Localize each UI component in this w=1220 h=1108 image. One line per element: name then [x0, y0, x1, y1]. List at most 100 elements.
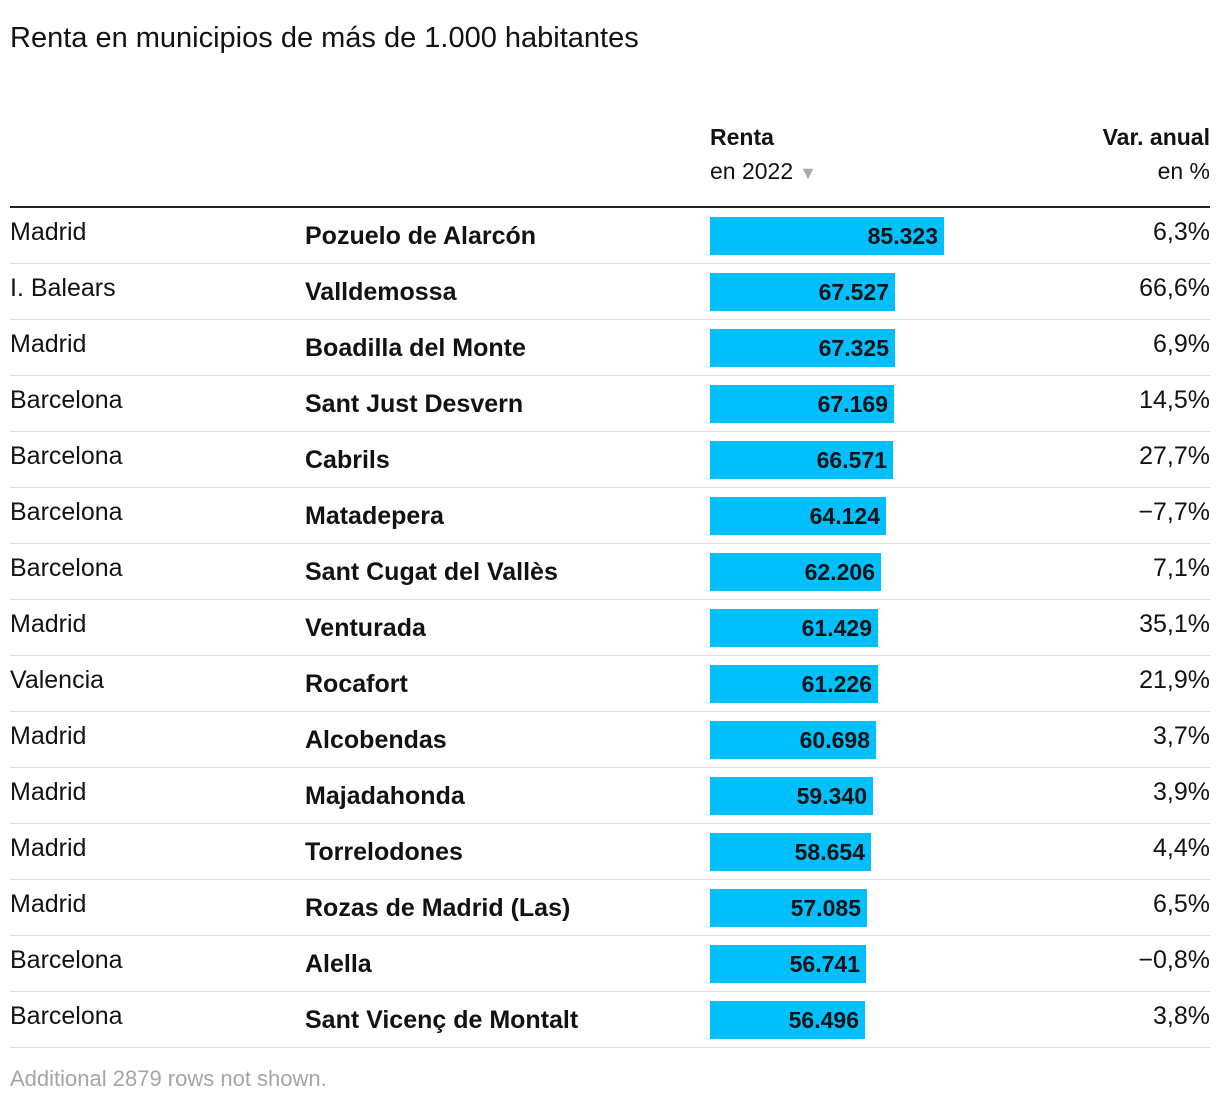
- var-anual-cell: 7,1%: [1153, 554, 1210, 582]
- renta-value-label: 60.698: [799, 727, 870, 753]
- var-anual-cell: 35,1%: [1139, 610, 1210, 638]
- provincia-cell: Madrid: [10, 778, 87, 806]
- table-row: Barcelona Sant Cugat del Vallès 62.206 7,1%: [10, 544, 1210, 600]
- provincia-cell: Barcelona: [10, 1002, 123, 1030]
- renta-value-label: 64.124: [809, 503, 880, 529]
- municipio-cell: Matadepera: [305, 502, 444, 530]
- provincia-cell: Madrid: [10, 610, 87, 638]
- municipio-cell: Valldemossa: [305, 278, 457, 306]
- renta-bar: 59.340: [710, 777, 873, 815]
- renta-bar: 56.741: [710, 945, 866, 983]
- table-row: Barcelona Alella 56.741 −0,8%: [10, 936, 1210, 992]
- renta-bar: 67.169: [710, 385, 894, 423]
- column-header-renta[interactable]: Renta en 2022 ▼: [710, 120, 817, 190]
- column-header-var[interactable]: Var. anual en %: [1103, 120, 1210, 188]
- renta-value-label: 85.323: [867, 223, 938, 249]
- renta-value-label: 66.571: [816, 447, 887, 473]
- renta-bar: 56.496: [710, 1001, 865, 1039]
- renta-bar: 67.325: [710, 329, 895, 367]
- renta-value-label: 67.325: [818, 335, 889, 361]
- renta-value-label: 61.226: [801, 671, 872, 697]
- column-header-var-label: Var. anual: [1102, 124, 1210, 150]
- renta-bar: 57.085: [710, 889, 867, 927]
- municipio-cell: Venturada: [305, 614, 426, 642]
- renta-value-label: 56.496: [788, 1007, 859, 1033]
- provincia-cell: Barcelona: [10, 498, 123, 526]
- municipio-cell: Sant Vicenç de Montalt: [305, 1006, 579, 1034]
- table-row: Barcelona Cabrils 66.571 27,7%: [10, 432, 1210, 488]
- var-anual-cell: 3,8%: [1153, 1002, 1210, 1030]
- var-anual-cell: 3,7%: [1153, 722, 1210, 750]
- renta-bar: 85.323: [710, 217, 944, 255]
- renta-value-label: 57.085: [790, 895, 861, 921]
- renta-bar: 66.571: [710, 441, 893, 479]
- provincia-cell: Madrid: [10, 330, 87, 358]
- municipio-cell: Alcobendas: [305, 726, 447, 754]
- provincia-cell: I. Balears: [10, 274, 116, 302]
- chart-title: Renta en municipios de más de 1.000 habi…: [10, 22, 639, 54]
- provincia-cell: Barcelona: [10, 442, 123, 470]
- column-header-var-sublabel: en %: [1157, 158, 1210, 184]
- table-row: Madrid Majadahonda 59.340 3,9%: [10, 768, 1210, 824]
- provincia-cell: Barcelona: [10, 386, 123, 414]
- renta-value-label: 67.527: [818, 279, 889, 305]
- renta-value-label: 67.169: [817, 391, 888, 417]
- renta-bar: 62.206: [710, 553, 881, 591]
- renta-value-label: 59.340: [796, 783, 867, 809]
- var-anual-cell: 6,9%: [1153, 330, 1210, 358]
- provincia-cell: Valencia: [10, 666, 105, 694]
- municipio-cell: Torrelodones: [305, 838, 463, 866]
- table-row: I. Balears Valldemossa 67.527 66,6%: [10, 264, 1210, 320]
- table-row: Barcelona Sant Vicenç de Montalt 56.496 3,8…: [10, 992, 1210, 1048]
- table-row: Valencia Rocafort 61.226 21,9%: [10, 656, 1210, 712]
- provincia-cell: Madrid: [10, 218, 87, 246]
- renta-value-label: 61.429: [801, 615, 872, 641]
- var-anual-cell: −0,8%: [1138, 946, 1210, 974]
- table-row: Madrid Venturada 61.429 35,1%: [10, 600, 1210, 656]
- renta-value-label: 56.741: [789, 951, 860, 977]
- renta-bar: 61.226: [710, 665, 878, 703]
- var-anual-cell: 6,3%: [1153, 218, 1210, 246]
- municipio-cell: Boadilla del Monte: [305, 334, 526, 362]
- var-anual-cell: 21,9%: [1139, 666, 1210, 694]
- renta-bar: 61.429: [710, 609, 878, 647]
- var-anual-cell: 14,5%: [1139, 386, 1210, 414]
- table-body: Madrid Pozuelo de Alarcón 85.323 6,3% I. Bal…: [10, 208, 1210, 1048]
- municipio-cell: Rocafort: [305, 670, 408, 698]
- table-row: Madrid Rozas de Madrid (Las) 57.085 6,5%: [10, 880, 1210, 936]
- var-anual-cell: −7,7%: [1138, 498, 1210, 526]
- table-row: Barcelona Matadepera 64.124 −7,7%: [10, 488, 1210, 544]
- renta-bar: 64.124: [710, 497, 886, 535]
- municipio-cell: Pozuelo de Alarcón: [305, 222, 537, 250]
- column-header-renta-label: Renta: [710, 124, 774, 150]
- var-anual-cell: 6,5%: [1153, 890, 1210, 918]
- renta-value-label: 58.654: [794, 839, 865, 865]
- provincia-cell: Madrid: [10, 890, 87, 918]
- var-anual-cell: 3,9%: [1153, 778, 1210, 806]
- municipio-cell: Sant Just Desvern: [305, 390, 524, 418]
- renta-bar: 67.527: [710, 273, 895, 311]
- provincia-cell: Barcelona: [10, 946, 123, 974]
- column-header-renta-sublabel: en 2022: [710, 158, 794, 184]
- table-row: Barcelona Sant Just Desvern 67.169 14,5%: [10, 376, 1210, 432]
- provincia-cell: Barcelona: [10, 554, 123, 582]
- header-divider: [10, 206, 1210, 208]
- municipio-cell: Sant Cugat del Vallès: [305, 558, 558, 586]
- municipio-cell: Rozas de Madrid (Las): [305, 894, 571, 922]
- municipio-cell: Alella: [305, 950, 372, 978]
- renta-bar: 60.698: [710, 721, 876, 759]
- table-footer-note: Additional 2879 rows not shown.: [10, 1066, 327, 1091]
- municipio-cell: Cabrils: [305, 446, 390, 474]
- table-row: Madrid Pozuelo de Alarcón 85.323 6,3%: [10, 208, 1210, 264]
- var-anual-cell: 27,7%: [1139, 442, 1210, 470]
- renta-value-label: 62.206: [804, 559, 875, 585]
- var-anual-cell: 66,6%: [1139, 274, 1210, 302]
- table-row: Madrid Torrelodones 58.654 4,4%: [10, 824, 1210, 880]
- municipio-cell: Majadahonda: [305, 782, 465, 810]
- provincia-cell: Madrid: [10, 834, 87, 862]
- var-anual-cell: 4,4%: [1153, 834, 1210, 862]
- table-row: Madrid Alcobendas 60.698 3,7%: [10, 712, 1210, 768]
- provincia-cell: Madrid: [10, 722, 87, 750]
- sort-descending-icon[interactable]: ▼: [799, 163, 817, 183]
- renta-bar: 58.654: [710, 833, 871, 871]
